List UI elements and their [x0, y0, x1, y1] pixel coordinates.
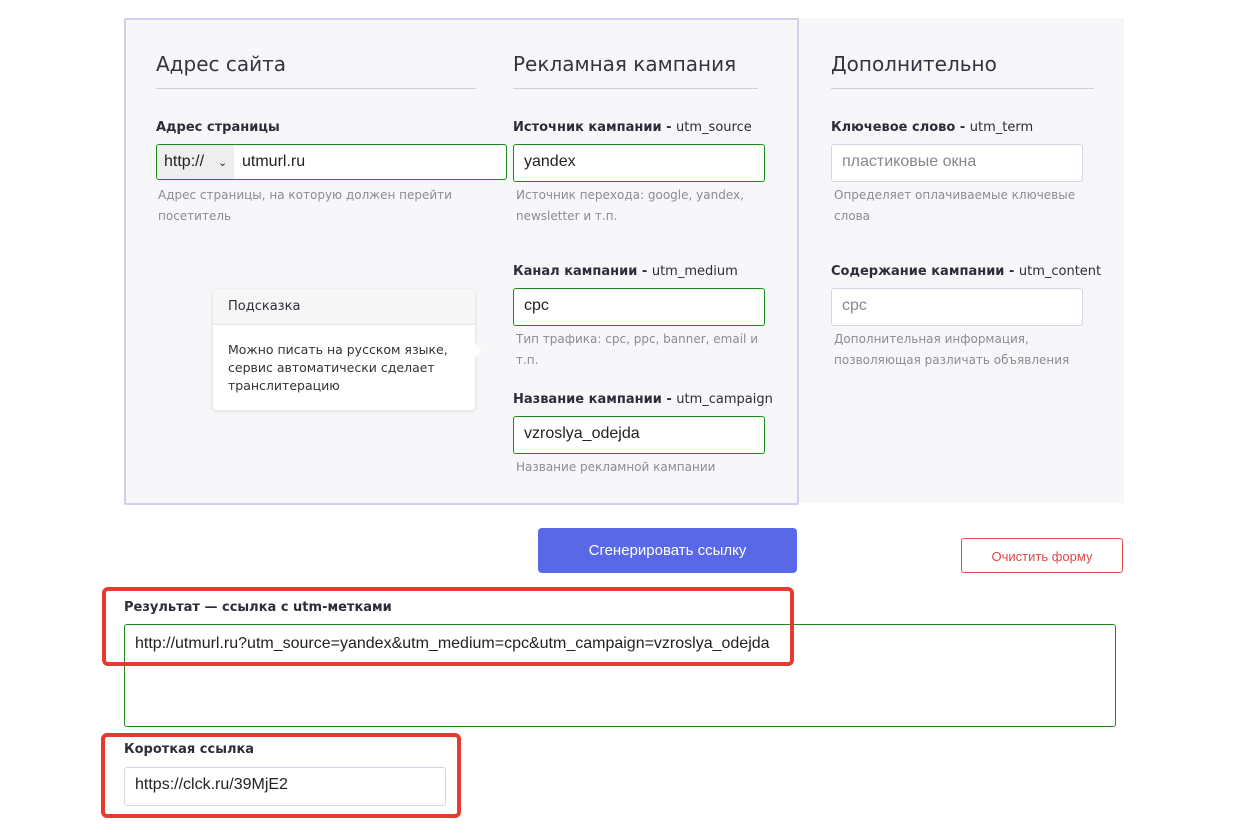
term-label: Ключевое слово - utm_term [831, 120, 1033, 135]
divider [156, 88, 476, 89]
protocol-select[interactable]: http:// ⌄ [157, 145, 234, 179]
tooltip-body: Можно писать на русском языке, сервис ав… [228, 342, 448, 393]
hint-tooltip: Подсказка Можно писать на русском языке,… [213, 289, 475, 410]
medium-input[interactable]: cpc [513, 288, 765, 326]
content-help: Дополнительная информация, позволяющая р… [834, 332, 1070, 367]
campaign-label-text: Название кампании - [513, 392, 677, 407]
medium-label: Канал кампании - utm_medium [513, 264, 738, 279]
url-field: http:// ⌄ utmurl.ru [156, 144, 507, 180]
main-form-box [124, 18, 799, 505]
content-label-text: Содержание кампании - [831, 264, 1019, 279]
medium-param: utm_medium [651, 264, 738, 279]
section-extra-heading: Дополнительно [831, 52, 997, 76]
content-label: Содержание кампании - utm_content [831, 264, 1101, 279]
content-param: utm_content [1018, 264, 1102, 279]
campaign-param: utm_campaign [676, 392, 773, 407]
section-campaign-heading: Рекламная кампания [513, 52, 737, 76]
divider [513, 88, 758, 89]
source-label-text: Источник кампании - [513, 120, 677, 135]
result-textarea[interactable]: http://utmurl.ru?utm_source=yandex&utm_m… [124, 624, 1116, 727]
short-link-input[interactable]: https://clck.ru/39MjE2 [124, 767, 446, 806]
term-input[interactable]: пластиковые окна [831, 144, 1083, 182]
clear-form-button[interactable]: Очистить форму [961, 538, 1123, 573]
campaign-input[interactable]: vzroslya_odejda [513, 416, 765, 454]
term-label-text: Ключевое слово - [831, 120, 970, 135]
tooltip-arrow [474, 342, 482, 358]
section-site-heading: Адрес сайта [156, 52, 287, 76]
medium-help: Тип трафика: cpc, ppc, banner, email и т… [516, 332, 759, 367]
source-help: Источник перехода: google, yandex, newsl… [516, 188, 744, 223]
term-help: Определяет оплачиваемые ключевые слова [834, 188, 1076, 223]
chevron-down-icon: ⌄ [218, 157, 228, 169]
content-input[interactable]: cpc [831, 288, 1083, 326]
campaign-help: Название рекламной кампании [516, 460, 716, 474]
protocol-value: http:// [164, 153, 205, 170]
source-param: utm_source [676, 120, 752, 135]
short-link-label: Короткая ссылка [124, 742, 255, 757]
url-input[interactable]: utmurl.ru [242, 153, 306, 170]
url-label: Адрес страницы [156, 120, 280, 135]
source-label: Источник кампании - utm_source [513, 120, 752, 135]
medium-label-text: Канал кампании - [513, 264, 652, 279]
divider [831, 88, 1094, 89]
term-param: utm_term [969, 120, 1034, 135]
short-link-highlight [101, 733, 461, 818]
url-help: Адрес страницы, на которую должен перейт… [158, 188, 452, 223]
result-highlight [102, 587, 794, 666]
result-label: Результат — ссылка с utm-метками [124, 600, 392, 615]
tooltip-title: Подсказка [213, 289, 475, 325]
source-input[interactable]: yandex [513, 144, 765, 182]
campaign-label: Название кампании - utm_campaign [513, 392, 773, 407]
generate-link-button[interactable]: Сгенерировать ссылку [538, 528, 797, 573]
